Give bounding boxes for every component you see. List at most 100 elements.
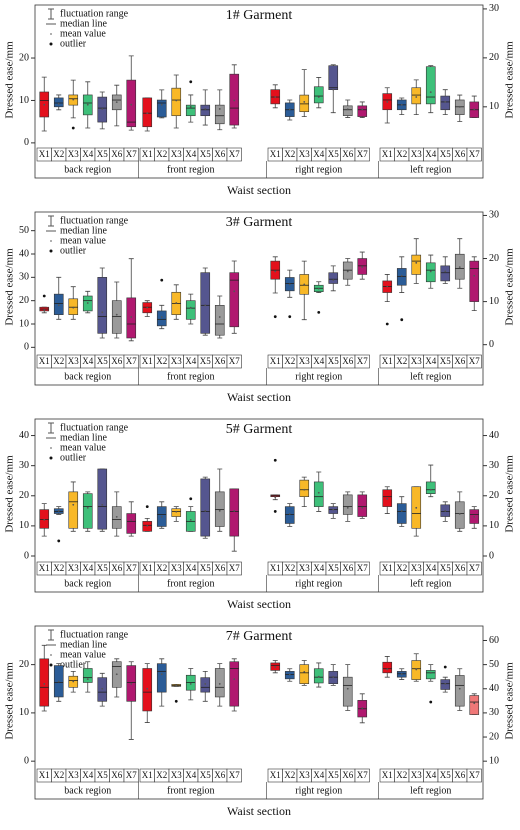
box bbox=[68, 491, 79, 529]
mean-dot bbox=[57, 509, 60, 512]
mean-dot bbox=[429, 91, 432, 94]
panel: 1# Garment 0 10 20 10 20 30 Dressed ease/mm Dres… bbox=[4, 3, 516, 197]
box bbox=[214, 491, 225, 527]
mean-dot bbox=[218, 108, 221, 110]
x-tick-label: X2 bbox=[156, 770, 167, 780]
mean-dot bbox=[288, 108, 291, 111]
category-cell bbox=[226, 561, 242, 576]
y-tick-label: 20 bbox=[19, 295, 29, 306]
mean-dot bbox=[288, 512, 291, 515]
frame bbox=[34, 4, 484, 179]
box bbox=[229, 661, 240, 707]
category-cell bbox=[123, 561, 139, 576]
mean-dot bbox=[429, 671, 432, 674]
mean-dot bbox=[317, 96, 320, 98]
box bbox=[440, 95, 451, 111]
mean-dot bbox=[204, 509, 207, 512]
x-tick-label: X1 bbox=[39, 356, 50, 366]
mean-dot bbox=[43, 103, 46, 106]
x-tick-label: X1 bbox=[39, 149, 50, 159]
outlier bbox=[273, 315, 277, 319]
box bbox=[200, 272, 211, 334]
box bbox=[469, 695, 480, 715]
box bbox=[299, 664, 310, 684]
mean-dot bbox=[146, 687, 149, 690]
box bbox=[156, 663, 167, 693]
y-tick-label: 20 bbox=[19, 659, 29, 670]
mean-dot bbox=[233, 509, 236, 512]
legend-range-icon bbox=[48, 215, 54, 227]
box bbox=[425, 670, 436, 680]
x-tick-label: X6 bbox=[111, 770, 122, 780]
y2-tick-label: 30 bbox=[489, 460, 499, 471]
x-tick-label: X4 bbox=[425, 149, 436, 159]
mean-dot bbox=[101, 687, 104, 690]
mean-dot bbox=[130, 316, 133, 318]
outlier bbox=[174, 699, 178, 703]
mean-dot bbox=[175, 510, 178, 513]
panel: 5# Garment 0 10 20 30 40 0 10 20 30 40 Dressed ease… bbox=[4, 418, 516, 611]
legend-label: mean value bbox=[60, 28, 106, 39]
box bbox=[156, 99, 167, 118]
category-cell bbox=[354, 561, 370, 576]
mean-dot bbox=[400, 274, 403, 277]
mean-dot bbox=[146, 306, 149, 309]
x-tick-label: X1 bbox=[142, 563, 153, 573]
x-tick-label: X5 bbox=[200, 149, 211, 159]
legend-label: median line bbox=[60, 225, 107, 236]
x-tick-label: X3 bbox=[171, 149, 182, 159]
box bbox=[411, 254, 422, 275]
x-tick-label: X2 bbox=[53, 149, 64, 159]
outlier bbox=[42, 294, 46, 298]
legend-mean-icon bbox=[50, 240, 52, 242]
region-label: left region bbox=[410, 164, 451, 175]
x-tick-label: X4 bbox=[425, 770, 436, 780]
x-tick-label: X3 bbox=[411, 563, 422, 573]
category-cell bbox=[354, 768, 370, 783]
mean-dot bbox=[429, 270, 432, 273]
mean-dot bbox=[400, 103, 403, 106]
region-label: left region bbox=[410, 371, 451, 382]
x-tick-label: X3 bbox=[411, 770, 422, 780]
mean-dot bbox=[473, 515, 476, 518]
x-tick-label: X6 bbox=[454, 563, 465, 573]
x-tick-label: X7 bbox=[229, 770, 240, 780]
y2-tick-label: 10 bbox=[489, 755, 499, 766]
mean-dot bbox=[115, 313, 118, 316]
mean-dot bbox=[303, 488, 306, 491]
x-tick-label: X2 bbox=[284, 356, 295, 366]
category-cell bbox=[123, 147, 139, 162]
x-tick-label: X5 bbox=[440, 770, 451, 780]
mean-dot bbox=[175, 684, 178, 687]
outlier bbox=[400, 318, 404, 322]
box bbox=[126, 79, 137, 128]
mean-dot bbox=[458, 105, 461, 108]
region-label: right region bbox=[295, 785, 342, 796]
mean-dot bbox=[400, 509, 403, 512]
x-tick-label: X5 bbox=[97, 149, 108, 159]
x-axis-title: Waist section bbox=[227, 597, 291, 611]
mean-dot bbox=[274, 666, 277, 668]
x-tick-label: X7 bbox=[469, 563, 480, 573]
y-tick-label: 50 bbox=[19, 225, 29, 236]
mean-dot bbox=[115, 101, 118, 104]
box bbox=[53, 97, 64, 108]
y2-tick-label: 10 bbox=[489, 520, 499, 531]
mean-dot bbox=[346, 108, 349, 111]
outlier bbox=[189, 497, 193, 501]
legend-label: outlier bbox=[60, 659, 87, 670]
box bbox=[328, 272, 339, 284]
x-tick-label: X7 bbox=[357, 563, 368, 573]
x-tick-label: X3 bbox=[299, 770, 310, 780]
mean-dot bbox=[72, 98, 75, 101]
x-tick-label: X2 bbox=[396, 563, 407, 573]
mean-dot bbox=[72, 306, 75, 309]
x-tick-label: X5 bbox=[440, 149, 451, 159]
outlier bbox=[57, 539, 61, 543]
panel: 7# Garment 0 10 20 10 20 30 40 50 60 Dressed ease/… bbox=[4, 625, 516, 818]
box bbox=[156, 310, 167, 327]
mean-dot bbox=[361, 108, 364, 111]
mean-dot bbox=[86, 103, 89, 106]
x-tick-label: X5 bbox=[97, 563, 108, 573]
